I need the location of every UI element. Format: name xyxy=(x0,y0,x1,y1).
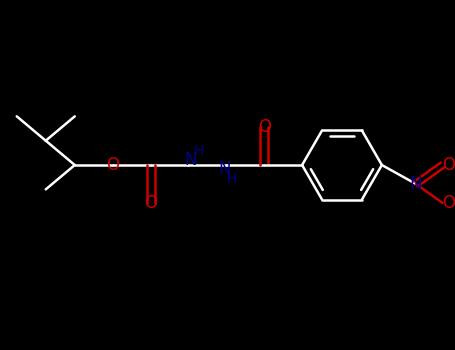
Text: N: N xyxy=(410,175,422,193)
Text: O: O xyxy=(258,118,271,136)
Text: H: H xyxy=(227,172,238,186)
Text: N: N xyxy=(184,151,197,169)
Text: O: O xyxy=(442,194,455,212)
Text: O: O xyxy=(442,156,455,174)
Text: H: H xyxy=(193,144,203,158)
Text: O: O xyxy=(106,156,119,174)
Text: N: N xyxy=(218,160,231,178)
Text: O: O xyxy=(144,194,157,212)
